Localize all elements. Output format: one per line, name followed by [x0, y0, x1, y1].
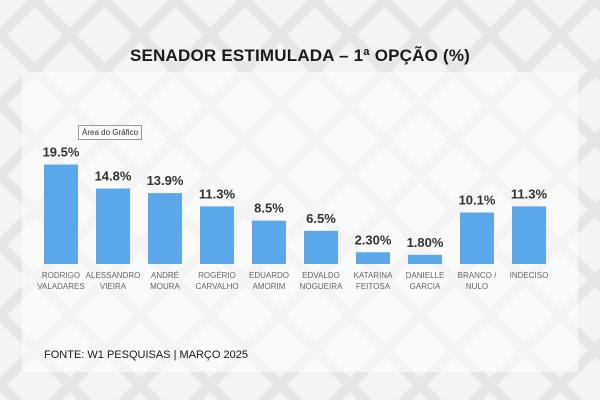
data-label-8: 10.1%: [459, 192, 496, 207]
category-label-2: ANDRÉ MOURA: [150, 271, 180, 291]
category-label-7: DANIELLE GARCIA: [406, 271, 445, 291]
data-label-2: 13.9%: [147, 173, 184, 188]
bar-0[interactable]: [44, 164, 78, 264]
data-label-5: 6.5%: [306, 211, 336, 226]
data-label-4: 8.5%: [254, 201, 284, 216]
category-label-1: ALESSANDRO VIEIRA: [86, 271, 141, 291]
bar-5[interactable]: [304, 230, 338, 264]
bar-7[interactable]: [408, 254, 442, 264]
bar-9[interactable]: [512, 206, 546, 264]
bar-6[interactable]: [356, 252, 390, 264]
bar-1[interactable]: [96, 188, 130, 264]
data-label-3: 11.3%: [199, 186, 236, 201]
category-label-5: EDVALDO NOGUEIRA: [300, 271, 343, 291]
category-label-3: ROGÉRIO CARVALHO: [195, 271, 238, 291]
data-label-9: 11.3%: [511, 186, 548, 201]
category-label-9: INDECISO: [510, 271, 549, 280]
category-label-8: BRANCO / NULO: [458, 271, 497, 291]
source-note: FONTE: W1 PESQUISAS | MARÇO 2025: [44, 349, 248, 361]
category-label-4: EDUARDO AMORIM: [249, 271, 289, 291]
data-label-1: 14.8%: [95, 169, 132, 184]
data-label-0: 19.5%: [43, 145, 80, 160]
category-label-6: KATARINA FEITOSA: [354, 271, 393, 291]
category-label-0: RODRIGO VALADARES: [37, 271, 84, 291]
bar-8[interactable]: [460, 212, 494, 264]
bar-3[interactable]: [200, 206, 234, 264]
chart-area-tooltip: Área do Gráfico: [78, 125, 143, 140]
chart-title: SENADOR ESTIMULADA – 1ª OPÇÃO (%): [129, 46, 470, 65]
bar-2[interactable]: [148, 193, 182, 264]
data-label-6: 2.30%: [355, 232, 392, 247]
data-label-7: 1.80%: [407, 235, 444, 250]
bar-4[interactable]: [252, 220, 286, 264]
